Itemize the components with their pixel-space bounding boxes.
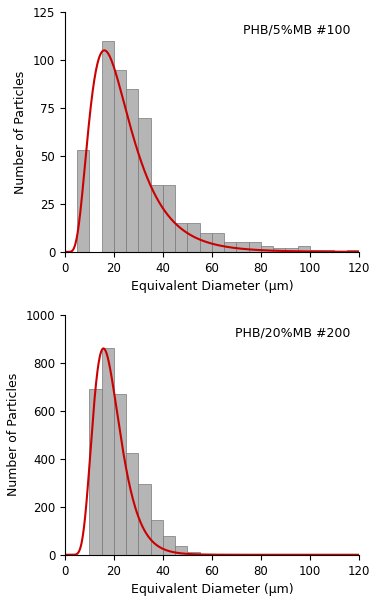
- Bar: [187, 223, 199, 252]
- Y-axis label: Number of Particles: Number of Particles: [7, 373, 20, 496]
- Bar: [236, 242, 248, 252]
- X-axis label: Equivalent Diameter (μm): Equivalent Diameter (μm): [130, 583, 293, 596]
- Bar: [199, 554, 212, 555]
- Bar: [150, 520, 163, 555]
- Bar: [138, 118, 150, 252]
- Text: PHB/5%MB #100: PHB/5%MB #100: [242, 24, 350, 37]
- Bar: [138, 484, 150, 555]
- Bar: [175, 546, 187, 555]
- Bar: [261, 246, 273, 252]
- Bar: [89, 389, 101, 555]
- Bar: [224, 242, 236, 252]
- Bar: [163, 535, 175, 555]
- Bar: [126, 453, 138, 555]
- Bar: [346, 250, 359, 252]
- Y-axis label: Number of Particles: Number of Particles: [14, 71, 27, 194]
- Bar: [163, 185, 175, 252]
- Bar: [77, 150, 89, 252]
- Bar: [114, 69, 126, 252]
- Bar: [101, 349, 114, 555]
- Bar: [285, 248, 297, 252]
- Bar: [175, 223, 187, 252]
- Bar: [310, 250, 322, 252]
- Bar: [101, 41, 114, 252]
- Bar: [114, 394, 126, 555]
- Bar: [199, 233, 212, 252]
- Bar: [150, 185, 163, 252]
- X-axis label: Equivalent Diameter (μm): Equivalent Diameter (μm): [130, 280, 293, 293]
- Bar: [322, 250, 334, 252]
- Bar: [297, 246, 310, 252]
- Bar: [126, 89, 138, 252]
- Bar: [273, 248, 285, 252]
- Bar: [248, 242, 261, 252]
- Text: PHB/20%MB #200: PHB/20%MB #200: [234, 327, 350, 340]
- Bar: [187, 552, 199, 555]
- Bar: [212, 233, 224, 252]
